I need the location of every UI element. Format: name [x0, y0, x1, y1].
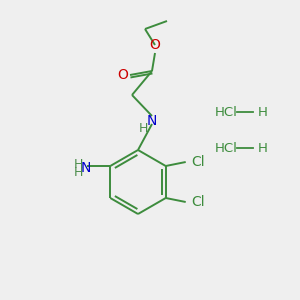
- Text: O: O: [150, 38, 160, 52]
- Text: H: H: [138, 122, 148, 134]
- Text: N: N: [81, 161, 92, 175]
- Text: Cl: Cl: [191, 155, 205, 169]
- Text: O: O: [118, 68, 128, 82]
- Text: HCl: HCl: [215, 106, 238, 118]
- Text: Cl: Cl: [191, 195, 205, 209]
- Text: N: N: [147, 114, 157, 128]
- Text: HCl: HCl: [215, 142, 238, 154]
- Text: H: H: [258, 142, 268, 154]
- Text: H: H: [258, 106, 268, 118]
- Text: H: H: [74, 166, 83, 178]
- Text: H: H: [74, 158, 83, 170]
